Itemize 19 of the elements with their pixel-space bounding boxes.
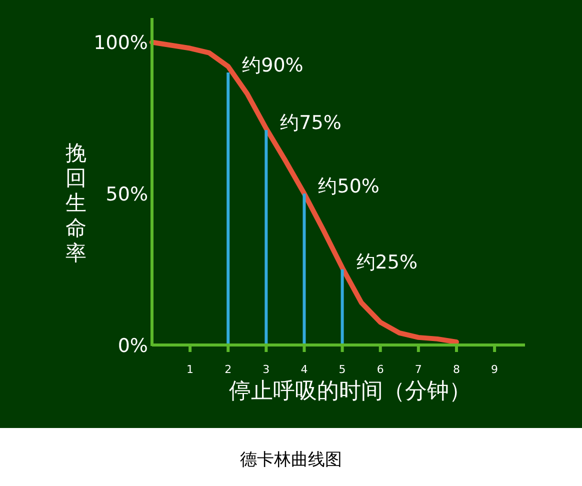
annotation: 约90%	[242, 54, 304, 76]
y-axis-title: 挽回生命率	[66, 141, 86, 265]
x-axis-title: 停止呼吸的时间（分钟）	[229, 379, 471, 404]
x-tick-label: 4	[300, 363, 308, 376]
annotation: 约25%	[356, 251, 418, 274]
x-tick-label: 1	[186, 363, 194, 376]
y-tick-label: 100%	[94, 32, 148, 54]
x-tick-label: 9	[491, 363, 498, 376]
y-tick-label: 0%	[118, 335, 148, 357]
annotation: 约50%	[318, 176, 380, 198]
x-tick-label: 2	[224, 363, 232, 376]
x-tick-label: 3	[262, 363, 270, 376]
x-tick-label: 6	[376, 363, 384, 376]
x-tick-label: 8	[452, 363, 460, 376]
text: 德卡林曲线图	[240, 450, 342, 470]
y-tick-label: 50%	[106, 184, 148, 206]
annotation: 约75%	[280, 112, 342, 134]
x-tick-label: 5	[338, 363, 346, 376]
x-tick-label: 7	[414, 363, 422, 376]
